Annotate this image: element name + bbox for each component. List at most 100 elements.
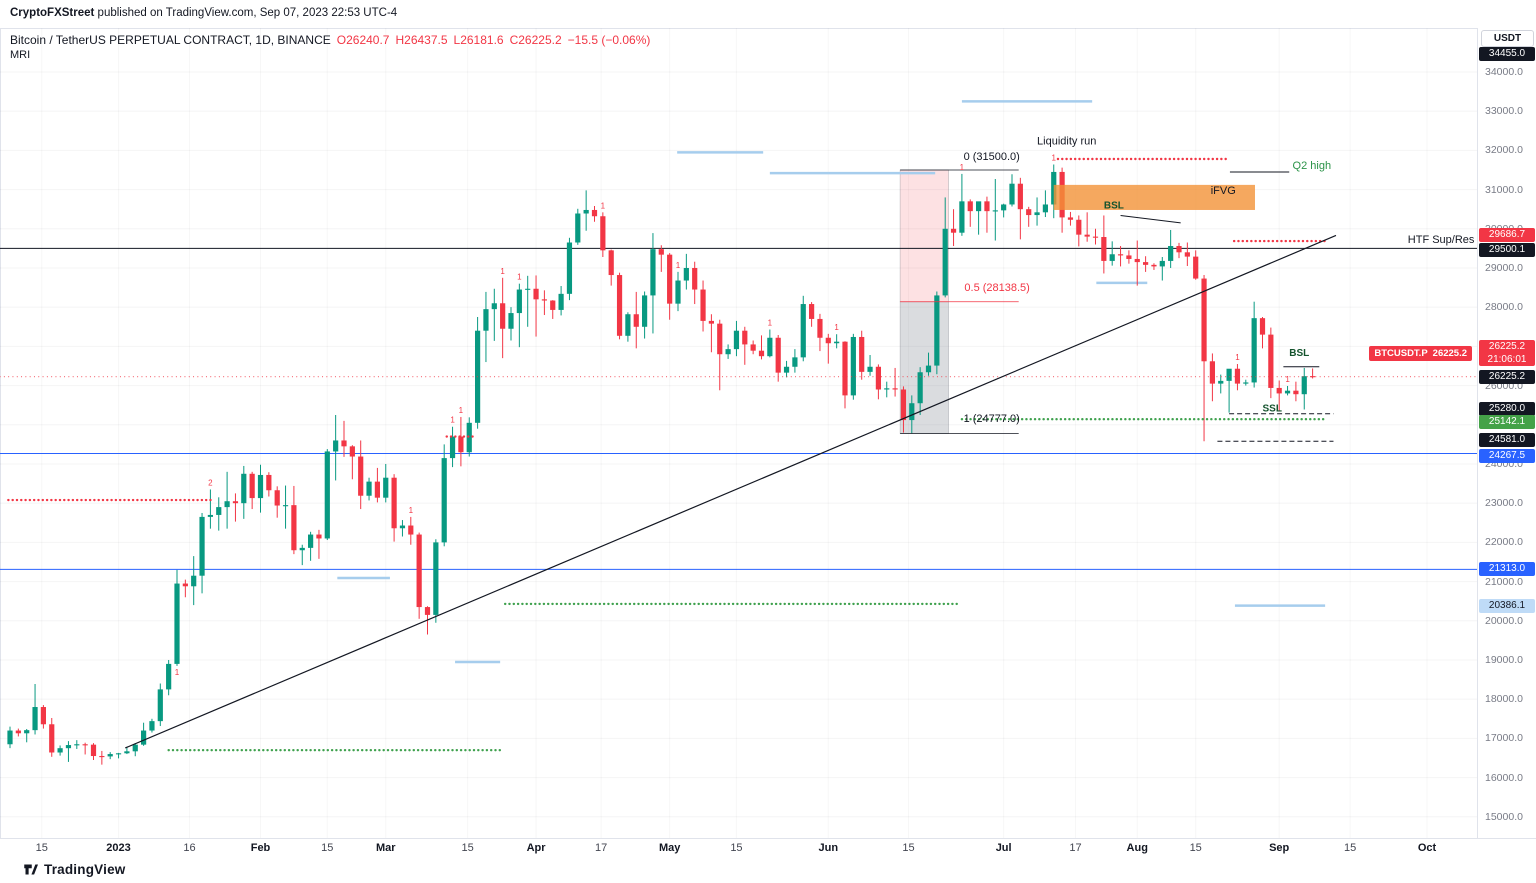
candle-body [174,583,180,664]
candle-body [884,388,890,390]
candle-body [892,388,898,390]
candle-body [683,267,689,281]
candle-body [692,267,698,290]
candle-body [550,300,556,310]
annotation-text[interactable]: 0 (31500.0) [964,151,1020,163]
candle-body [583,209,589,214]
candle-body [1234,368,1241,384]
price-tick-label: 20000.0 [1485,614,1523,627]
candle-body [441,458,447,543]
candle-body [74,744,80,746]
mri-mark: 1 [834,323,839,332]
candle-body [917,372,923,404]
mri-mark: 1 [1235,353,1240,362]
annotation-text[interactable]: BSL [1104,200,1124,211]
candle-body [725,349,731,355]
candle-body [566,242,573,294]
candle-body [57,748,63,753]
candle-body [32,707,38,731]
ohlc-open: O26240.7 [336,33,390,47]
price-axis-badge: 24267.5 [1479,449,1535,464]
candle-body [942,228,948,296]
candle-body [115,753,122,755]
fib-upper-zone[interactable] [899,169,949,303]
symbol-title[interactable]: Bitcoin / TetherUS PERPETUAL CONTRACT, 1… [10,33,331,47]
mri-mark: 1 [459,406,464,415]
price-tick-label: 19000.0 [1485,653,1523,666]
candle-body [1284,390,1291,394]
mri-mark: 2 [208,478,213,487]
annotation-text[interactable]: BSL [1289,348,1309,359]
price-axis[interactable]: USDT 34000.033000.032000.031000.030000.0… [1477,28,1536,838]
annotation-text[interactable]: 0.5 (28138.5) [964,282,1029,294]
ifvg-zone[interactable] [1053,184,1255,210]
time-tick-label: Feb [250,842,271,854]
ascending-trendline[interactable] [124,234,1337,749]
price-tick-label: 22000.0 [1485,536,1523,549]
candle-body [1126,255,1132,259]
candle-body [224,501,230,508]
candle-body [491,303,497,310]
candle-body [600,216,606,251]
time-axis[interactable]: 15 2023 16 Feb 15 Mar 15 Apr 17 May 15 Jun 15 Jul 17 Au… [0,838,1536,857]
price-tick-label: 28000.0 [1485,301,1523,314]
candle-body [1310,376,1316,378]
price-tick-label: 17000.0 [1485,732,1523,745]
candle-body [7,730,13,745]
price-chart[interactable]: Liquidity run Q2 high iFVG BSL BSL SSL HTF Sup… [0,28,1477,838]
candle-body [433,542,439,615]
candle-body [291,505,297,551]
candle-body [934,295,940,366]
mri-mark: 1 [960,163,965,172]
candle-body [1034,212,1040,216]
bsl-jul-line[interactable] [1120,214,1181,224]
annotation-text[interactable]: Q2 high [1293,160,1332,172]
annotation-text[interactable]: iFVG [1211,185,1236,197]
candle-body [391,477,397,529]
mri-mark: 1 [517,273,522,282]
time-tick-label: 15 [1189,842,1202,854]
time-tick-label: 15 [1344,842,1357,854]
candle-body [308,534,314,548]
candle-body [1159,260,1165,267]
fib-lower-zone[interactable] [899,301,949,434]
candle-body [817,318,823,338]
price-axis-badge: 29686.7 [1479,228,1535,243]
mri-mark: 1 [450,416,455,425]
chart-plot-area[interactable]: Liquidity run Q2 high iFVG BSL BSL SSL HTF Sup… [0,28,1477,838]
annotation-text[interactable]: Liquidity run [1037,136,1096,148]
price-tick-label: 21000.0 [1485,575,1523,588]
currency-label[interactable]: USDT [1481,30,1534,47]
candle-body [241,473,247,504]
time-tick-label: 16 [183,842,196,854]
time-tick-label: Aug [1126,842,1148,854]
annotation-text[interactable]: SSL [1263,403,1282,414]
candle-body [1001,204,1007,211]
candle-body [1134,258,1140,263]
ohlc-close: C26225.2 [509,33,562,47]
candle-body [1176,246,1182,253]
annotation-text[interactable]: HTF Sup/Res [1408,234,1475,246]
candle-body [124,751,130,754]
candle-body [1017,183,1023,210]
candle-body [282,505,289,507]
candle-body [107,754,113,757]
indicator-mri-label[interactable]: MRI [10,49,31,61]
price-tick-label: 34000.0 [1485,65,1523,78]
candle-body [483,309,489,331]
candle-body [82,744,88,746]
candles-layer[interactable] [7,164,1316,765]
ohlc-high: H26437.5 [395,33,448,47]
time-tick-label: Jul [995,842,1012,854]
candle-body [324,451,330,539]
tradingview-logo-text[interactable]: TradingView [44,862,126,877]
tradingview-logo-icon[interactable] [23,862,38,877]
indicator-legend: MRI [10,49,30,61]
annotation-text[interactable]: 1 (24777.0) [964,413,1020,425]
price-tick-label: 15000.0 [1485,810,1523,823]
candle-body [1109,254,1115,261]
candle-body [1301,376,1307,395]
price-tick-label: 18000.0 [1485,693,1523,706]
candle-body [316,534,322,539]
time-tick-label: 17 [1069,842,1082,854]
